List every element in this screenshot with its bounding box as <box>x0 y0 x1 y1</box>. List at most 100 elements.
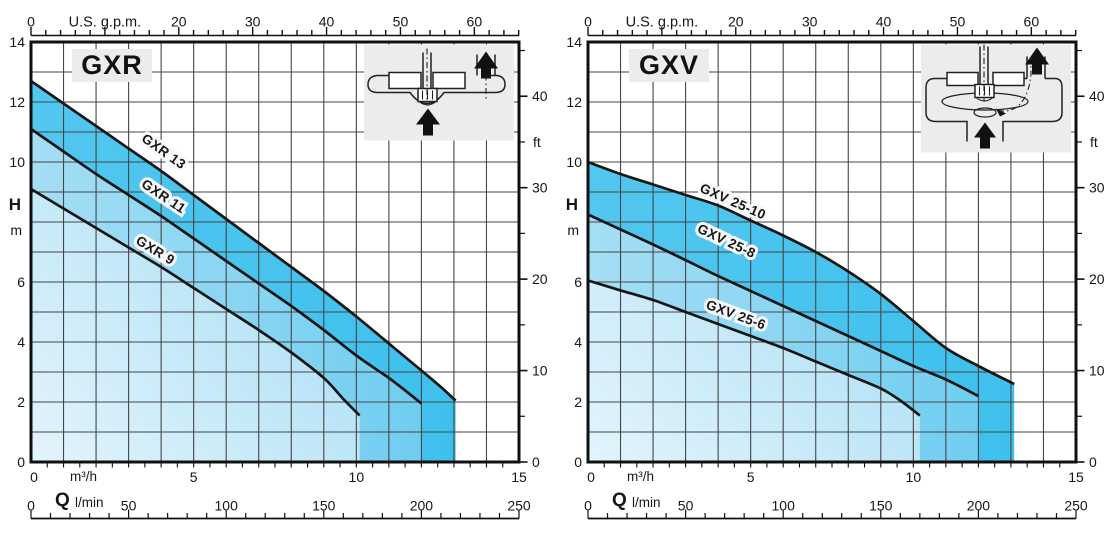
head-m-tick-label: 10 <box>566 154 582 170</box>
head-ft-unit-label: ft <box>533 134 541 150</box>
inlet-arrow-icon <box>416 108 440 136</box>
head-ft-tick-label: 0 <box>1089 454 1097 470</box>
flow-path-line <box>997 58 1032 112</box>
pump-shaft <box>422 52 432 89</box>
curve-gxr-11 <box>30 127 423 405</box>
operating-range-fill-gxr-9 <box>31 189 360 462</box>
chart-gxr: GXR 0 20 30 40 50 60 U.S. g.p.m. 0 50 100 150 200 25… <box>0 0 556 537</box>
lmin-tick-label: 150 <box>312 498 336 514</box>
m3h-unit-label: m³/h <box>70 469 97 484</box>
head-m-tick-label: 4 <box>17 334 25 350</box>
gpm-tick-label: 30 <box>245 14 261 30</box>
lmin-unit-label: l/min <box>632 495 661 510</box>
inlet-arrow-icon <box>974 122 996 149</box>
lmin-ruler <box>30 509 520 520</box>
m3h-minor-ticks <box>46 463 504 468</box>
head-ft-unit-label: ft <box>1090 134 1098 150</box>
head-m-tick-label: 4 <box>574 334 582 350</box>
flow-symbol-label: Q <box>55 490 70 511</box>
m3h-tick-label: 10 <box>906 469 922 485</box>
head-m-tick-label: 2 <box>574 394 582 410</box>
curve-gxr-9 <box>30 187 361 417</box>
ft-axis-ticks <box>519 49 528 463</box>
suction-eye <box>973 107 997 118</box>
m3h-tick-label: 10 <box>349 469 365 485</box>
head-m-tick-label: 12 <box>9 94 25 110</box>
outlet-arrow-icon <box>474 51 498 79</box>
gpm-tick-label: 50 <box>950 14 966 30</box>
curve-gxv-25-6 <box>587 279 921 417</box>
lmin-tick-label: 50 <box>121 498 137 514</box>
gpm-tick-label: 20 <box>728 14 744 30</box>
curve-gxv-25-8 <box>587 213 980 398</box>
head-m-unit-label: m <box>567 222 579 238</box>
gpm-tick-label: 60 <box>467 14 483 30</box>
m3h-tick-label: 15 <box>1068 469 1084 485</box>
operating-range-fill-gxv-25-6 <box>588 280 920 462</box>
pump-casing-left <box>946 71 979 87</box>
gpm-tick-label: 40 <box>319 14 335 30</box>
lmin-tick-label: 100 <box>772 498 796 514</box>
m3h-tick-label: 0 <box>587 469 595 485</box>
top-axis-unit-label: U.S. g.p.m. <box>626 15 699 31</box>
lmin-tick-label: 200 <box>410 498 434 514</box>
lmin-tick-label: 250 <box>1064 498 1088 514</box>
head-ft-tick-label: 20 <box>1089 271 1105 287</box>
chart-title-gxv: GXV <box>629 49 709 82</box>
m3h-minor-ticks <box>603 463 1061 468</box>
head-m-tick-label: 6 <box>574 274 582 290</box>
head-m-tick-label: 6 <box>17 274 25 290</box>
pump-casing-left <box>388 71 422 90</box>
pump-icon-panel <box>921 44 1071 153</box>
top-axis-unit-label: U.S. g.p.m. <box>69 15 142 31</box>
head-ft-tick-label: 30 <box>1089 180 1105 196</box>
plot-border <box>586 40 1078 464</box>
m3h-tick-label: 5 <box>190 469 198 485</box>
lmin-unit-label: l/min <box>75 495 104 510</box>
chart-gxv: GXV 0 20 30 40 50 60 U.S. g.p.m. 0 50 100 150 200 25… <box>557 0 1113 537</box>
chart-title-gxr: GXR <box>72 49 152 82</box>
us-gpm-ruler <box>30 27 520 37</box>
gpm-tick-label: 30 <box>802 14 818 30</box>
curve-gxr-13 <box>30 79 457 402</box>
gxv-pump-section-icon <box>925 44 1063 149</box>
gpm-tick-label: 0 <box>27 14 35 30</box>
us-gpm-ruler <box>587 27 1077 37</box>
m3h-tick-label: 0 <box>30 469 38 485</box>
lmin-tick-label: 100 <box>215 498 239 514</box>
flow-symbol-label: Q <box>612 490 627 511</box>
head-ft-tick-label: 0 <box>532 454 540 470</box>
gpm-tick-label: 20 <box>171 14 187 30</box>
head-ft-tick-label: 30 <box>532 180 548 196</box>
head-symbol-label: H <box>9 195 21 214</box>
flow-arrowhead-icon <box>996 108 1006 117</box>
pump-casing-right <box>432 71 466 90</box>
m3h-tick-label: 15 <box>511 469 527 485</box>
lmin-tick-label: 0 <box>27 498 35 514</box>
ft-axis-ticks <box>1076 49 1085 463</box>
lmin-tick-label: 150 <box>869 498 893 514</box>
head-m-tick-label: 0 <box>17 454 25 470</box>
lmin-tick-label: 0 <box>584 498 592 514</box>
pump-shaft <box>979 46 989 85</box>
gpm-tick-label: 0 <box>584 14 592 30</box>
head-m-tick-label: 10 <box>9 154 25 170</box>
pump-casing-right <box>992 71 1025 87</box>
head-m-tick-label: 12 <box>566 94 582 110</box>
gpm-tick-label: 60 <box>1024 14 1040 30</box>
head-ft-tick-label: 10 <box>532 363 548 379</box>
lmin-tick-label: 200 <box>967 498 991 514</box>
head-m-tick-label: 14 <box>9 34 25 50</box>
curve-gxv-25-10 <box>587 160 1015 386</box>
head-m-tick-label: 0 <box>574 454 582 470</box>
head-symbol-label: H <box>566 195 578 214</box>
m3h-tick-label: 5 <box>747 469 755 485</box>
lmin-ruler <box>587 509 1077 520</box>
head-ft-tick-label: 40 <box>1089 88 1105 104</box>
head-ft-tick-label: 20 <box>532 271 548 287</box>
gpm-tick-label: 50 <box>393 14 409 30</box>
outlet-arrow-icon <box>1025 47 1049 75</box>
